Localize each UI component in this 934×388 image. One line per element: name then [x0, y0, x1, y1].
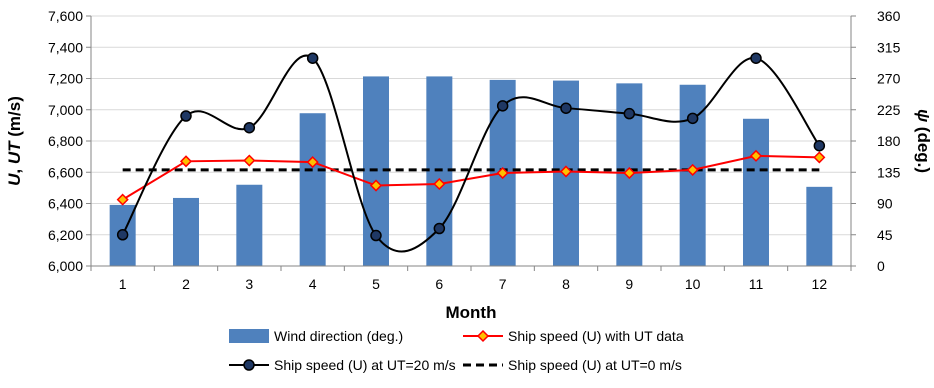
legend-marker-ut-data: [476, 329, 490, 343]
right-tick-label: 0: [877, 258, 885, 274]
left-tick-label: 6,600: [48, 164, 83, 180]
marker-ut20: [813, 139, 826, 152]
x-tick-label: 9: [625, 276, 633, 292]
right-tick-label: 315: [877, 39, 901, 55]
legend: Wind direction (deg.) Ship speed (U) with…: [229, 328, 684, 373]
legend-label: Wind direction (deg.): [274, 328, 403, 344]
x-tick-label: 4: [309, 276, 317, 292]
x-tick-label: 5: [372, 276, 380, 292]
left-axis-title-part: UT: [5, 140, 24, 164]
right-tick-label: 270: [877, 71, 901, 87]
marker-ut-data: [686, 163, 699, 176]
x-axis-title: Month: [446, 303, 497, 322]
marker-ut20: [560, 102, 572, 114]
x-tick-label: 8: [562, 276, 570, 292]
left-axis-title-part: ,: [5, 164, 24, 173]
left-axis-title-part: (m/s): [5, 96, 24, 141]
x-tick-label: 6: [435, 276, 443, 292]
series-line-ut20: [121, 54, 821, 253]
left-tick-label: 7,000: [48, 102, 83, 118]
right-tick-label: 135: [877, 164, 901, 180]
x-tick-label: 10: [685, 276, 701, 292]
right-axis-title: ψ (deg.): [914, 109, 933, 173]
marker-ut20: [370, 229, 382, 242]
legend-swatch-wind-direction: [229, 329, 269, 343]
marker-ut-data: [623, 166, 636, 180]
marker-ut-data: [433, 177, 446, 191]
x-tick-label: 7: [499, 276, 507, 292]
x-tick-label: 11: [749, 276, 764, 292]
marker-ut20: [243, 121, 256, 134]
left-axis-title: U, UT (m/s): [5, 96, 24, 186]
right-tick-label: 90: [877, 196, 893, 212]
left-tick-label: 7,200: [48, 71, 83, 87]
marker-ut20: [623, 107, 636, 120]
left-tick-label: 6,200: [48, 227, 83, 243]
right-tick-label: 45: [877, 227, 893, 243]
bar-wind-direction: [236, 184, 263, 266]
marker-ut20: [496, 100, 509, 112]
marker-ut20: [433, 222, 446, 235]
right-axis-title-part: (deg.): [914, 122, 933, 173]
legend-label: Ship speed (U) at UT=0 m/s: [508, 357, 682, 373]
right-tick-label: 180: [877, 133, 901, 149]
x-tick-label: 2: [182, 276, 190, 292]
marker-ut-data: [496, 166, 509, 180]
right-axis-title-part: ψ: [914, 109, 933, 122]
right-tick-label: 225: [877, 102, 901, 118]
left-tick-label: 7,400: [48, 39, 83, 55]
bar-wind-direction: [173, 197, 199, 266]
left-tick-label: 6,400: [48, 196, 83, 212]
marker-ut20: [180, 110, 192, 122]
left-tick-label: 6,800: [48, 133, 83, 149]
marker-ut-data: [813, 151, 826, 164]
x-tick-label: 1: [119, 276, 127, 292]
marker-ut20: [686, 112, 699, 125]
right-tick-label: 360: [877, 8, 901, 24]
left-tick-label: 6,000: [48, 258, 83, 274]
marker-ut-data: [749, 149, 763, 162]
bar-wind-direction: [743, 118, 769, 267]
bar-wind-direction: [806, 186, 833, 266]
bar-wind-direction: [299, 113, 326, 266]
marker-ut-data: [243, 154, 256, 167]
marker-ut-data: [306, 156, 319, 169]
series-line-ut-data: [122, 154, 820, 201]
legend-label: Ship speed (U) with UT data: [508, 328, 684, 344]
marker-ut-data: [369, 179, 383, 192]
legend-marker-ut20: [243, 359, 255, 371]
left-axis-title-part: U: [5, 173, 24, 186]
marker-ut20: [306, 52, 319, 64]
legend-label: Ship speed (U) at UT=20 m/s: [274, 357, 456, 373]
marker-ut20: [750, 52, 762, 64]
x-tick-label: 12: [812, 276, 828, 292]
marker-ut-data: [116, 193, 129, 206]
left-tick-label: 7,600: [48, 8, 83, 24]
marker-ut-data: [179, 155, 193, 168]
marker-ut-data: [559, 165, 573, 178]
x-tick-label: 3: [245, 276, 253, 292]
marker-ut20: [116, 229, 129, 241]
